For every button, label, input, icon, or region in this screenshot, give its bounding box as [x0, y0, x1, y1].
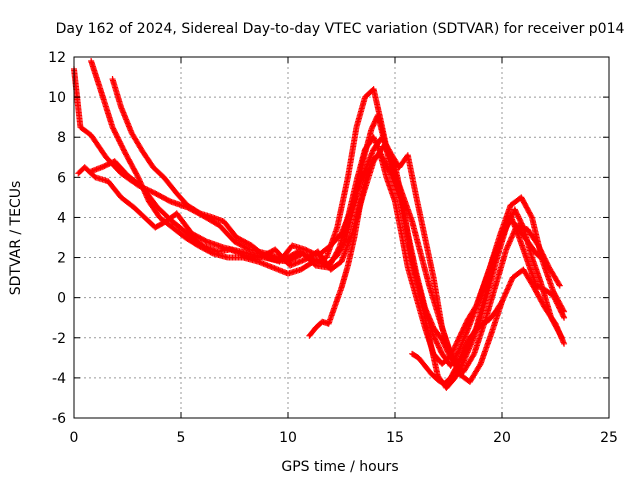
- data-point: [117, 141, 124, 148]
- series-track-4: [109, 76, 563, 375]
- data-point: [119, 145, 126, 152]
- data-point: [112, 129, 119, 136]
- y-tick-label: 12: [48, 50, 66, 66]
- data-point: [561, 340, 568, 347]
- data-point: [114, 134, 121, 141]
- y-tick-label: 8: [57, 130, 66, 146]
- data-point: [560, 307, 567, 314]
- data-point: [119, 143, 126, 150]
- data-point: [134, 173, 141, 180]
- data-point: [115, 137, 122, 144]
- x-axis-label: GPS time / hours: [281, 459, 398, 475]
- x-tick-label: 20: [493, 430, 511, 446]
- x-tick-label: 5: [177, 430, 186, 446]
- series-track-3: [88, 58, 568, 385]
- y-tick-label: -6: [52, 411, 66, 427]
- y-tick-label: 10: [48, 90, 66, 106]
- data-point: [110, 125, 117, 132]
- data-point: [148, 188, 155, 195]
- data-point: [149, 189, 156, 196]
- x-tick-label: 25: [600, 430, 618, 446]
- data-point: [116, 138, 123, 145]
- data-point: [120, 146, 127, 153]
- data-points: [71, 58, 568, 391]
- data-point: [110, 126, 117, 133]
- y-tick-label: 2: [57, 251, 66, 267]
- y-axis-label: SDTVAR / TECUs: [8, 181, 24, 296]
- data-point: [335, 245, 342, 252]
- y-tick-label: -4: [52, 371, 66, 387]
- x-tick-label: 15: [386, 430, 404, 446]
- data-point: [561, 308, 568, 315]
- data-point: [109, 124, 116, 131]
- data-point: [560, 313, 567, 320]
- y-tick-label: 4: [57, 210, 66, 226]
- data-point: [113, 132, 120, 139]
- y-tick-label: 0: [57, 291, 66, 307]
- data-point: [470, 352, 477, 359]
- data-point: [528, 213, 535, 220]
- data-point: [118, 142, 125, 149]
- data-point: [561, 314, 568, 321]
- data-point: [121, 147, 128, 154]
- data-point: [476, 362, 483, 369]
- data-point: [111, 128, 118, 135]
- data-point: [117, 139, 124, 146]
- chart-title: Day 162 of 2024, Sidereal Day-to-day VTE…: [56, 21, 625, 37]
- data-point: [112, 130, 119, 137]
- y-tick-label: 6: [57, 170, 66, 186]
- y-tick-label: -2: [52, 331, 66, 347]
- x-tick-label: 0: [70, 430, 79, 446]
- x-tick-label: 10: [279, 430, 297, 446]
- data-point: [114, 133, 121, 140]
- data-point: [115, 135, 122, 142]
